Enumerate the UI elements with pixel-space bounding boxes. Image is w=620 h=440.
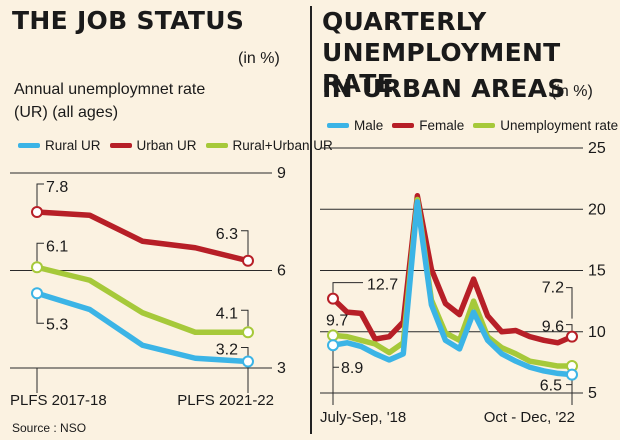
- right-point-unemployment-rate-0: [327, 329, 339, 342]
- right-series-unemployment-rate: [330, 196, 575, 369]
- left-label-rural-end: 3.2: [216, 342, 238, 359]
- legend-urban: Urban UR: [136, 138, 197, 153]
- right-ytick-25: 25: [588, 140, 606, 157]
- legend-male: Male: [354, 118, 384, 133]
- right-label-male-start: 8.9: [341, 360, 363, 377]
- left-point-rural-urban-ur-0: [31, 261, 43, 274]
- legend-swatch-total: [205, 143, 228, 148]
- right-legend: Male Female Unemployment rate: [327, 118, 620, 133]
- left-point-urban-ur-0: [31, 206, 43, 218]
- legend-swatch-urban: [109, 143, 132, 148]
- left-label-rural-start: 5.3: [46, 316, 68, 333]
- left-label-total-start: 6.1: [46, 238, 68, 255]
- left-point-rural-urban-ur-4: [242, 326, 254, 339]
- left-unit: (in %): [238, 50, 280, 67]
- left-title: THE JOB STATUS: [12, 6, 245, 35]
- left-leader-rural-end: [241, 347, 249, 356]
- left-series-rural-urban-ur: [34, 264, 251, 335]
- right-label-ur-start: 9.7: [326, 312, 348, 329]
- left-panel: THE JOB STATUS (in %) Annual unemploymne…: [0, 0, 333, 440]
- legend-total: Rural+Urban UR: [232, 138, 333, 153]
- legend-female: Female: [419, 118, 465, 133]
- source-note: Source : NSO: [12, 421, 87, 435]
- right-leader-male-end: [566, 380, 573, 386]
- left-leader-total-end: [241, 309, 249, 327]
- right-title-3: IN URBAN AREAS: [322, 74, 566, 103]
- left-subtitle-1: Annual unemploymnet rate: [14, 81, 206, 98]
- left-label-urban-start: 7.8: [46, 179, 68, 196]
- left-ytick-6: 6: [277, 263, 286, 280]
- left-ytick-9: 9: [277, 165, 286, 182]
- legend-swatch-female: [392, 123, 415, 128]
- right-point-female-17: [566, 330, 578, 343]
- right-label-female-start: 12.7: [367, 277, 398, 294]
- right-ytick-10: 10: [588, 324, 606, 341]
- left-subtitle-2: (UR) (all ages): [14, 104, 119, 121]
- left-xlabel-end: PLFS 2021-22: [177, 392, 274, 409]
- right-unit: (in %): [551, 83, 593, 100]
- left-point-rural-ur-4: [242, 355, 254, 368]
- right-point-male-17: [566, 368, 578, 381]
- right-title-2: UNEMPLOYMENT RATE: [322, 38, 561, 98]
- right-leader-female-start: [332, 282, 363, 293]
- right-point-male-0: [327, 339, 339, 352]
- right-label-ur-end: 7.2: [542, 280, 564, 297]
- legend-swatch-ur: [473, 123, 496, 128]
- right-title-1: QUARTERLY: [322, 7, 487, 36]
- left-series-urban-ur: [34, 209, 251, 264]
- left-leader-rural-start: [36, 299, 44, 324]
- left-leader-total-start: [36, 242, 44, 262]
- legend-ur: Unemployment rate: [500, 118, 619, 133]
- right-label-male-end: 6.5: [540, 378, 562, 395]
- right-ytick-20: 20: [588, 201, 606, 218]
- legend-swatch-rural: [18, 143, 40, 148]
- right-panel: QUARTERLY UNEMPLOYMENT RATE IN URBAN ARE…: [315, 0, 620, 440]
- right-ytick-5: 5: [588, 385, 597, 402]
- left-legend: Rural UR Urban UR Rural+Urban UR: [18, 138, 342, 153]
- panel-divider: [310, 6, 312, 434]
- left-label-total-end: 4.1: [216, 305, 238, 322]
- right-leader-female-end: [566, 324, 573, 331]
- right-point-female-0: [327, 292, 339, 305]
- left-leader-urban-start: [36, 183, 44, 206]
- right-xlabel-start: July-Sep, '18: [320, 409, 406, 426]
- legend-rural: Rural UR: [45, 138, 101, 153]
- right-series-female: [330, 193, 575, 346]
- left-xlabel-start: PLFS 2017-18: [10, 392, 107, 409]
- right-ytick-15: 15: [588, 263, 606, 280]
- left-leader-urban-end: [241, 230, 249, 255]
- right-leader-ur-end: [566, 287, 573, 319]
- right-series-male: [330, 199, 575, 378]
- left-series-rural-ur: [34, 290, 251, 365]
- legend-swatch-male: [327, 123, 349, 128]
- left-ytick-3: 3: [277, 360, 286, 377]
- left-label-urban-end: 6.3: [216, 226, 238, 243]
- left-point-rural-ur-0: [31, 287, 43, 300]
- right-xlabel-end: Oct - Dec, '22: [484, 409, 575, 426]
- right-leader-male-start: [332, 351, 339, 368]
- left-point-urban-ur-4: [242, 254, 254, 267]
- right-label-female-end: 9.6: [542, 319, 564, 336]
